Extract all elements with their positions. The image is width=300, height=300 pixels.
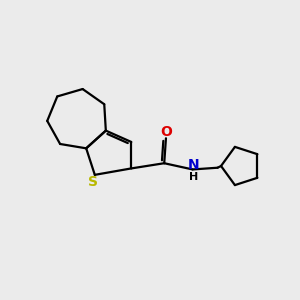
Text: H: H	[189, 172, 198, 182]
Text: O: O	[161, 125, 172, 139]
Text: N: N	[188, 158, 199, 172]
Text: S: S	[88, 176, 98, 190]
